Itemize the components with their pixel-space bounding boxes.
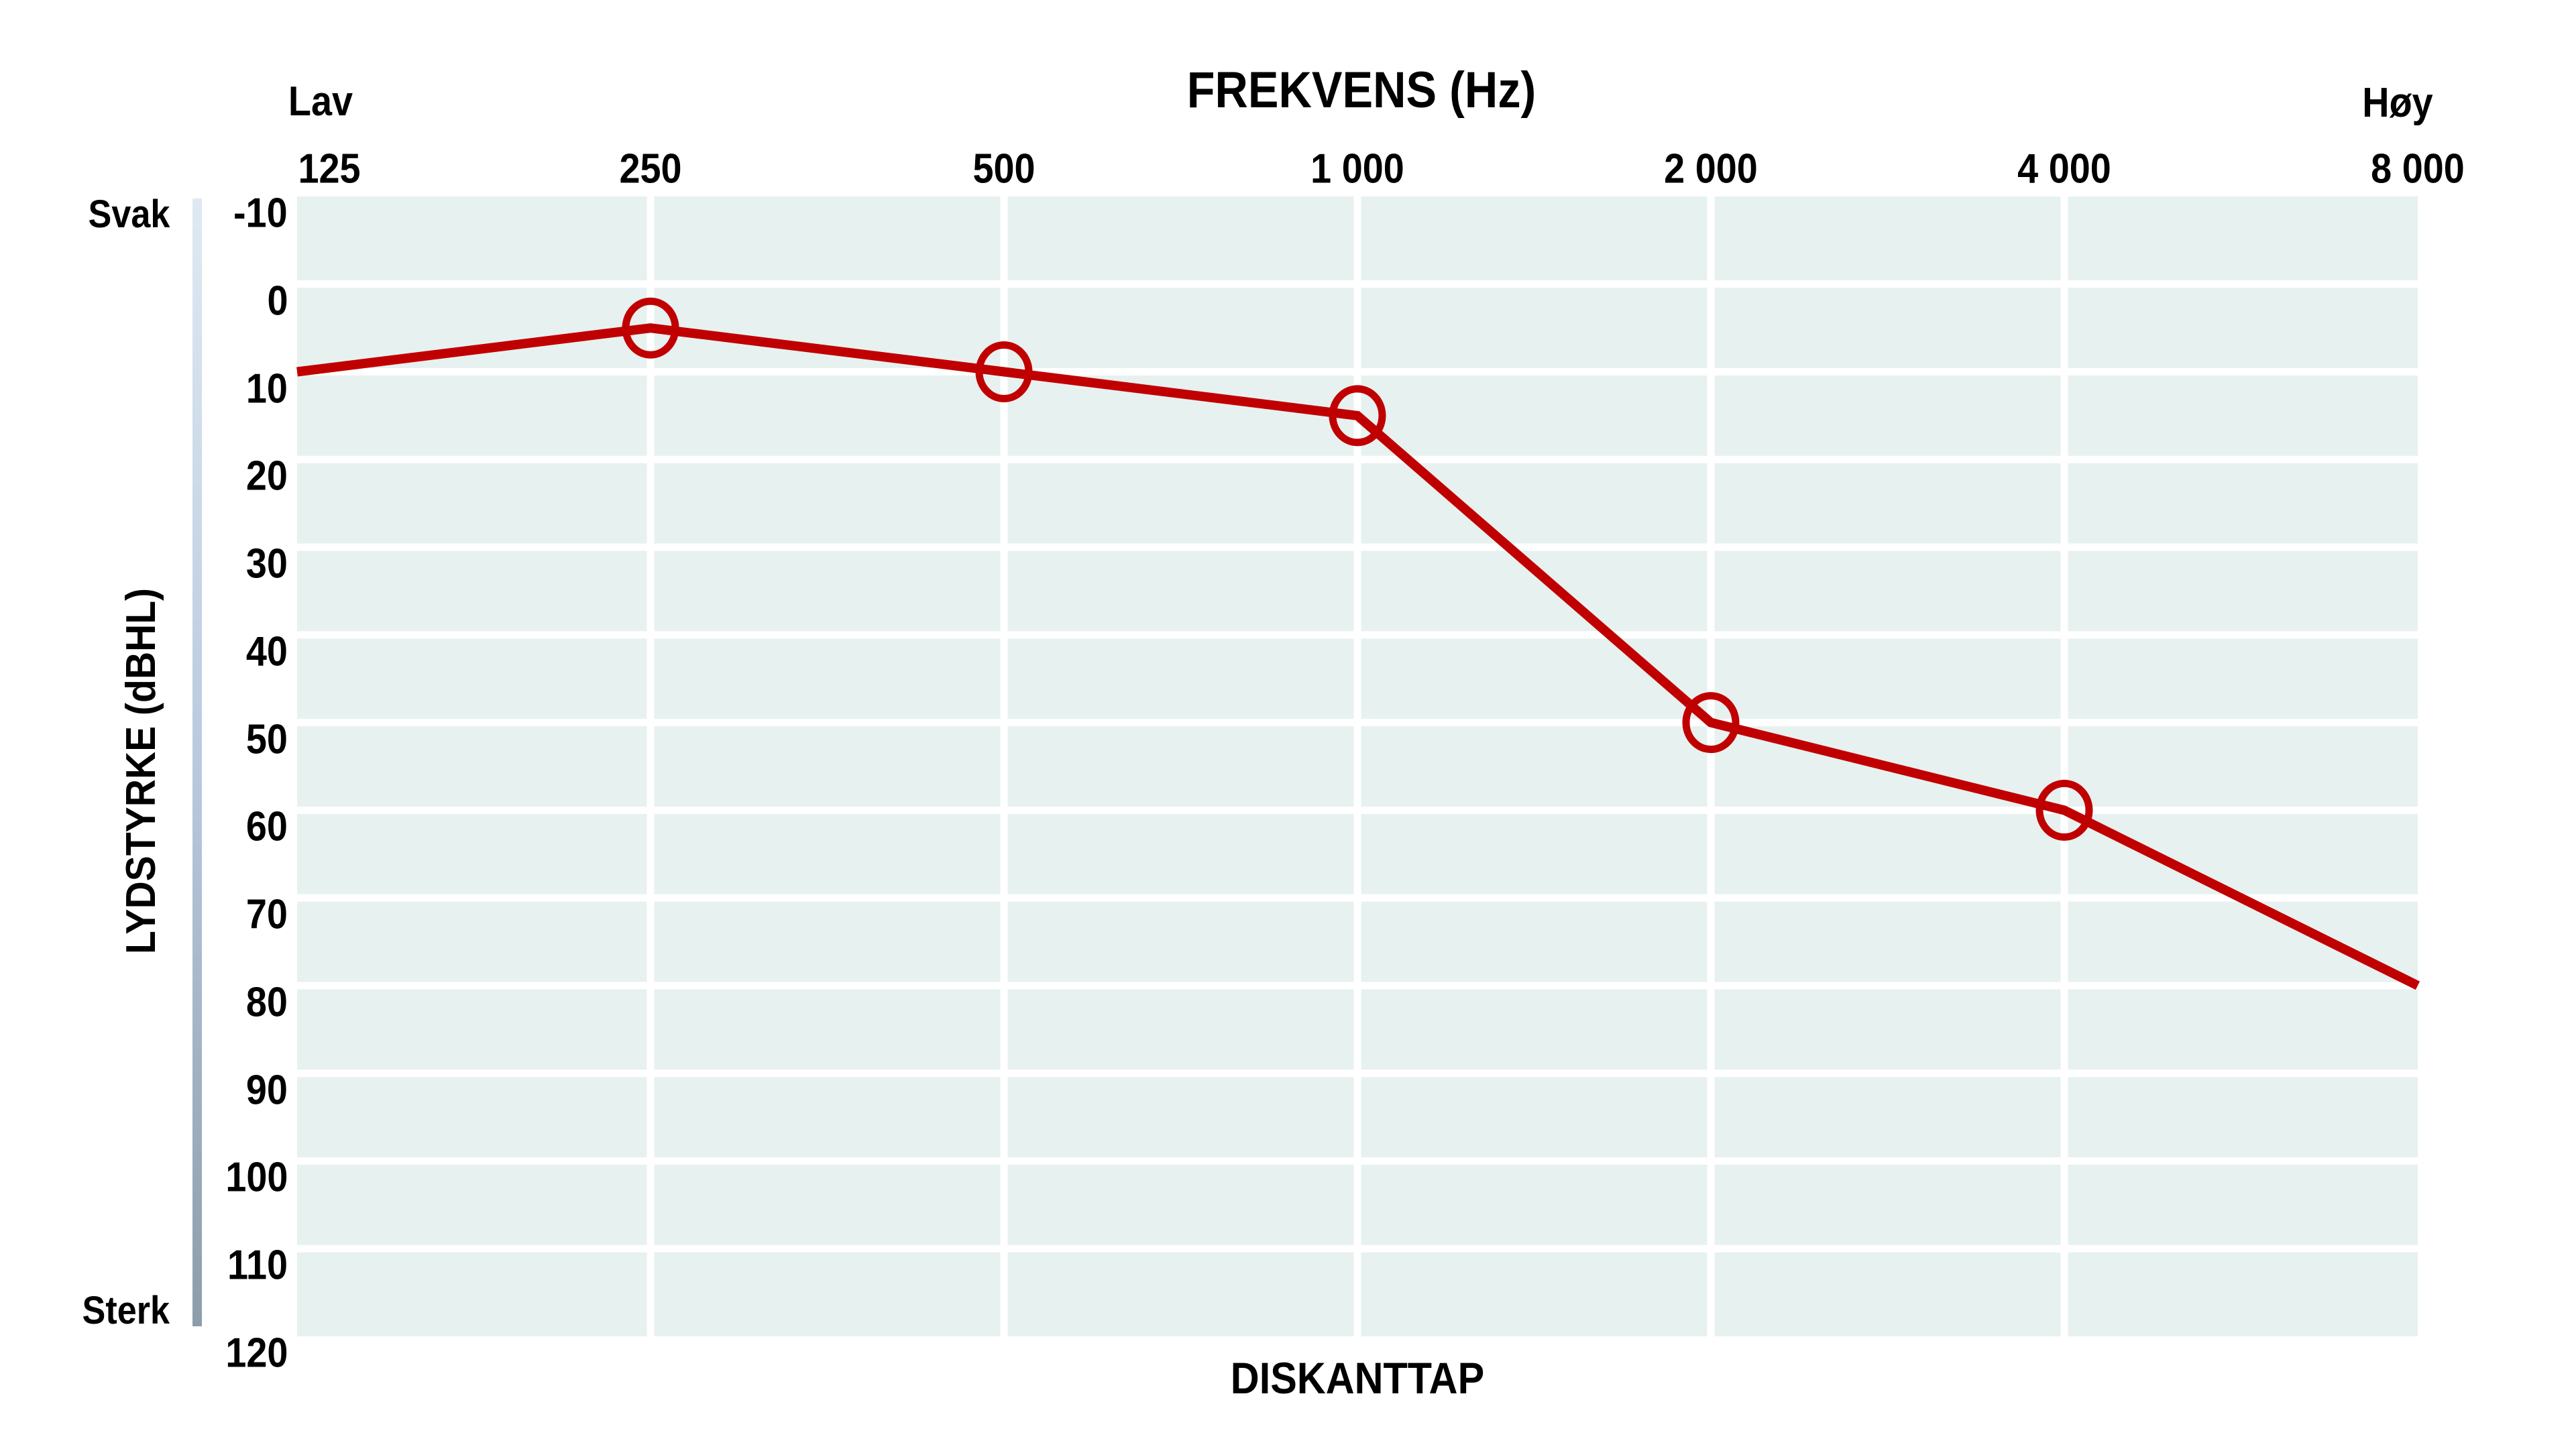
y-tick-label: 70: [245, 891, 288, 938]
data-point-marker: [1329, 385, 1386, 447]
y-tick-label: 100: [225, 1154, 288, 1201]
y-tick-label: 0: [266, 278, 288, 325]
y-tick-label: 80: [245, 979, 288, 1026]
x-axis-low-hint: Lav: [288, 78, 353, 125]
y-tick-label: 30: [245, 540, 288, 587]
y-tick-label: 20: [245, 453, 288, 500]
threshold-line: [296, 323, 2420, 990]
x-tick-label: 2 000: [1664, 146, 1758, 192]
loudness-gradient-bar: [192, 198, 202, 1326]
y-axis-loud-hint: Sterk: [82, 1289, 170, 1332]
data-point-marker: [975, 341, 1033, 402]
chart-caption: DISKANTTAP: [1230, 1353, 1485, 1403]
y-tick-label: 120: [225, 1330, 288, 1377]
y-axis-soft-hint: Svak: [88, 192, 170, 236]
y-tick-label: 50: [245, 716, 288, 763]
y-tick-label: 90: [245, 1067, 288, 1114]
y-tick-label: 110: [227, 1242, 288, 1289]
x-axis-high-hint: Høy: [2362, 80, 2433, 126]
x-axis-title: FREKVENS (Hz): [1186, 62, 1536, 119]
y-tick-label: 60: [245, 803, 288, 850]
x-tick-label: 1 000: [1310, 146, 1404, 192]
gridlines: [297, 196, 2418, 1336]
x-tick-label: 125: [298, 146, 361, 192]
y-tick-label: 40: [245, 628, 288, 675]
y-tick-label: 10: [245, 365, 288, 412]
threshold-line-series: [296, 297, 2420, 990]
x-tick-label: 8 000: [2371, 146, 2465, 192]
x-tick-label: 500: [972, 146, 1035, 192]
data-point-marker: [1682, 692, 1740, 754]
data-point-marker: [2035, 779, 2093, 841]
y-tick-label: -10: [233, 190, 288, 237]
x-tick-label: 250: [619, 146, 682, 192]
x-tick-label: 4 000: [2017, 146, 2111, 192]
data-point-marker: [622, 297, 679, 359]
